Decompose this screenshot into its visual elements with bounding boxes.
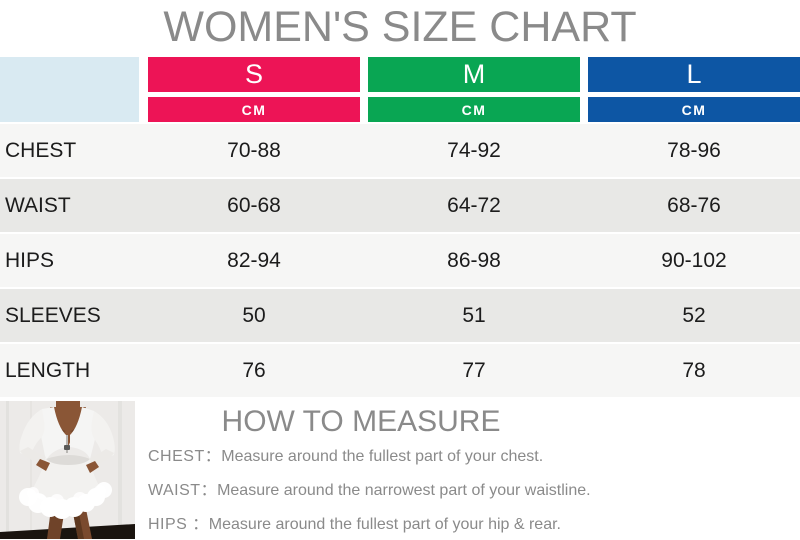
size-label-m: M — [368, 57, 580, 92]
unit-label-m: CM — [368, 97, 580, 122]
table-row-sleeves: SLEEVES 50 51 52 — [0, 289, 800, 342]
figure-sleeves — [19, 409, 115, 473]
size-label-l: L — [588, 57, 800, 92]
photo-floor — [0, 524, 135, 539]
how-to-measure-title: HOW TO MEASURE — [221, 405, 501, 438]
table-row-chest: CHEST 70-88 74-92 78-96 — [0, 124, 800, 177]
cell-chest-s: 70-88 — [227, 138, 281, 162]
table-header: S CM M CM L CM — [0, 57, 800, 122]
unit-label-l: CM — [588, 97, 800, 122]
measure-instruction-hips: HIPS ：Measure around the fullest part of… — [148, 515, 655, 535]
column-header-m: M CM — [368, 57, 580, 122]
instruction-text: Measure around the narrowest part of you… — [217, 482, 591, 499]
measure-instruction-waist: WAIST：Measure around the narrowest part … — [148, 481, 655, 501]
column-header-s: S CM — [148, 57, 360, 122]
table-row-length: LENGTH 76 77 78 — [0, 344, 800, 397]
cell-length-l: 78 — [682, 358, 706, 382]
size-label-s: S — [148, 57, 360, 92]
instruction-label: CHEST： — [148, 448, 222, 465]
how-to-measure-block: HOW TO MEASURE CHEST：Measure around the … — [135, 401, 655, 539]
table-row-waist: WAIST 60-68 64-72 68-76 — [0, 179, 800, 232]
cell-length-s: 76 — [242, 358, 266, 382]
column-header-l: L CM — [588, 57, 800, 122]
row-label: HIPS — [5, 248, 55, 272]
row-label: SLEEVES — [5, 303, 101, 327]
instruction-text: Measure around the fullest part of your … — [208, 516, 561, 533]
cell-waist-s: 60-68 — [227, 193, 281, 217]
instruction-label: HIPS ： — [148, 516, 209, 533]
cell-chest-m: 74-92 — [447, 138, 501, 162]
table-row-hips: HIPS 82-94 86-98 90-102 — [0, 234, 800, 287]
cell-sleeves-m: 51 — [462, 303, 486, 327]
cell-length-m: 77 — [462, 358, 486, 382]
cell-hips-s: 82-94 — [227, 248, 281, 272]
cell-waist-m: 64-72 — [447, 193, 501, 217]
cell-hips-m: 86-98 — [447, 248, 501, 272]
row-label: WAIST — [5, 193, 71, 217]
cell-chest-l: 78-96 — [667, 138, 721, 162]
cell-sleeves-l: 52 — [682, 303, 706, 327]
row-label: LENGTH — [5, 358, 91, 382]
figure-dress — [30, 407, 102, 504]
unit-label-s: CM — [148, 97, 360, 122]
cell-waist-l: 68-76 — [667, 193, 721, 217]
measure-instruction-chest: CHEST：Measure around the fullest part of… — [148, 447, 655, 467]
row-label: CHEST — [5, 138, 77, 162]
cell-sleeves-s: 50 — [242, 303, 266, 327]
dress-fur-hem — [19, 482, 112, 519]
product-photo — [0, 401, 135, 539]
table-corner-cell — [0, 57, 139, 122]
instruction-text: Measure around the fullest part of your … — [221, 448, 544, 465]
cell-hips-l: 90-102 — [661, 248, 727, 272]
how-to-measure-section: HOW TO MEASURE CHEST：Measure around the … — [0, 401, 800, 539]
page-title: WOMEN'S SIZE CHART — [163, 3, 637, 51]
instruction-label: WAIST： — [148, 482, 218, 499]
